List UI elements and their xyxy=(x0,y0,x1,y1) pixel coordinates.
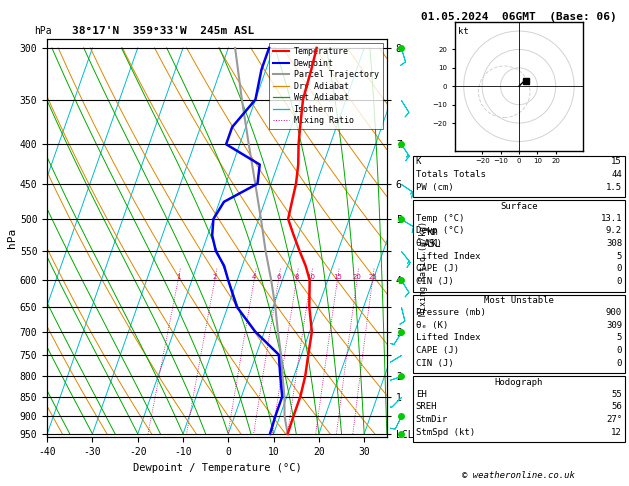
Text: 4: 4 xyxy=(252,274,256,280)
Text: 25: 25 xyxy=(368,274,377,280)
Text: kt: kt xyxy=(458,27,469,36)
Text: 01.05.2024  06GMT  (Base: 06): 01.05.2024 06GMT (Base: 06) xyxy=(421,12,617,22)
Text: θₑ(K): θₑ(K) xyxy=(416,239,443,248)
Text: Most Unstable: Most Unstable xyxy=(484,296,554,306)
Text: 0: 0 xyxy=(616,359,622,368)
Y-axis label: km
ASL: km ASL xyxy=(424,227,442,249)
Text: 308: 308 xyxy=(606,239,622,248)
Text: θₑ (K): θₑ (K) xyxy=(416,321,448,330)
Text: 13.1: 13.1 xyxy=(601,214,622,223)
Text: 55: 55 xyxy=(611,390,622,399)
Text: 5: 5 xyxy=(616,333,622,343)
Text: hPa: hPa xyxy=(35,26,52,36)
Text: Pressure (mb): Pressure (mb) xyxy=(416,308,486,317)
Text: 8: 8 xyxy=(294,274,299,280)
Text: Totals Totals: Totals Totals xyxy=(416,170,486,179)
Text: 12: 12 xyxy=(611,428,622,437)
Text: 309: 309 xyxy=(606,321,622,330)
Text: 0: 0 xyxy=(616,346,622,355)
Text: EH: EH xyxy=(416,390,426,399)
Text: 56: 56 xyxy=(611,402,622,412)
Text: Dewp (°C): Dewp (°C) xyxy=(416,226,464,236)
Text: Hodograph: Hodograph xyxy=(495,378,543,387)
Text: 900: 900 xyxy=(606,308,622,317)
Text: Lifted Index: Lifted Index xyxy=(416,252,481,261)
Text: 5: 5 xyxy=(616,252,622,261)
Y-axis label: hPa: hPa xyxy=(7,228,17,248)
Text: 1: 1 xyxy=(175,274,181,280)
Text: StmSpd (kt): StmSpd (kt) xyxy=(416,428,475,437)
Text: SREH: SREH xyxy=(416,402,437,412)
Text: Surface: Surface xyxy=(500,202,538,211)
Text: 44: 44 xyxy=(611,170,622,179)
Text: PW (cm): PW (cm) xyxy=(416,183,454,192)
Text: 15: 15 xyxy=(333,274,342,280)
Text: 38°17'N  359°33'W  245m ASL: 38°17'N 359°33'W 245m ASL xyxy=(72,26,255,36)
Text: CAPE (J): CAPE (J) xyxy=(416,346,459,355)
Text: 2: 2 xyxy=(213,274,217,280)
Text: © weatheronline.co.uk: © weatheronline.co.uk xyxy=(462,471,576,480)
Text: Temp (°C): Temp (°C) xyxy=(416,214,464,223)
Text: 0: 0 xyxy=(616,264,622,274)
X-axis label: Dewpoint / Temperature (°C): Dewpoint / Temperature (°C) xyxy=(133,463,301,473)
Text: 20: 20 xyxy=(352,274,362,280)
Text: 10: 10 xyxy=(306,274,315,280)
Text: 1.5: 1.5 xyxy=(606,183,622,192)
Text: K: K xyxy=(416,157,421,167)
Legend: Temperature, Dewpoint, Parcel Trajectory, Dry Adiabat, Wet Adiabat, Isotherm, Mi: Temperature, Dewpoint, Parcel Trajectory… xyxy=(269,43,382,129)
Text: 6: 6 xyxy=(276,274,281,280)
Text: Mixing Ratio (g/kg): Mixing Ratio (g/kg) xyxy=(418,221,428,316)
Text: 27°: 27° xyxy=(606,415,622,424)
Text: CAPE (J): CAPE (J) xyxy=(416,264,459,274)
Text: 0: 0 xyxy=(616,277,622,286)
Text: Lifted Index: Lifted Index xyxy=(416,333,481,343)
Text: StmDir: StmDir xyxy=(416,415,448,424)
Text: 15: 15 xyxy=(611,157,622,167)
Text: CIN (J): CIN (J) xyxy=(416,277,454,286)
Text: 9.2: 9.2 xyxy=(606,226,622,236)
Text: CIN (J): CIN (J) xyxy=(416,359,454,368)
